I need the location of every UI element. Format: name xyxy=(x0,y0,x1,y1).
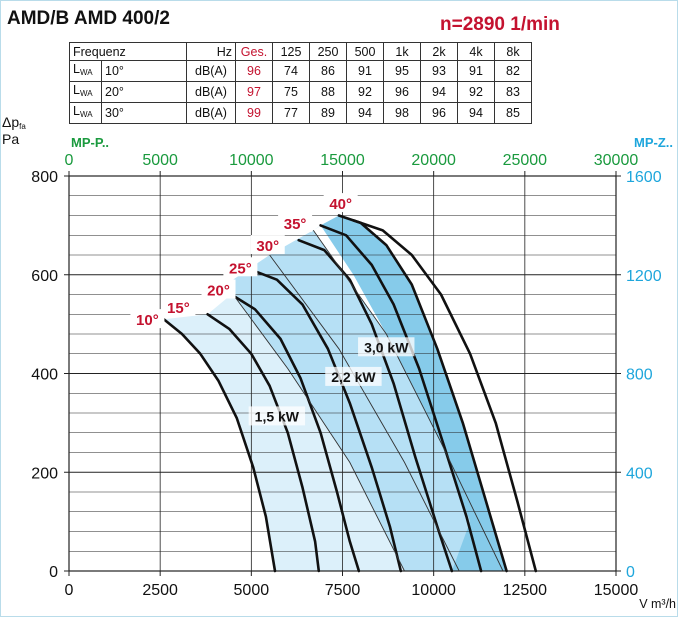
x-tick-label: 12500 xyxy=(503,582,548,599)
y-axis-label: Δpfa xyxy=(2,114,26,131)
x-tick-label: 10000 xyxy=(411,582,456,599)
y-tick-label: 600 xyxy=(31,268,58,285)
angle-label-bg xyxy=(130,309,165,329)
row-value: 91 xyxy=(457,60,495,82)
curve-outer xyxy=(352,219,538,573)
speed-label: n=2890 1/min xyxy=(440,14,560,35)
row-total: 99 xyxy=(235,102,273,124)
angle-label: 30° xyxy=(256,238,279,255)
top-tick-label: 10000 xyxy=(229,152,274,169)
x-tick-label: 2500 xyxy=(142,582,178,599)
row-value: 83 xyxy=(494,81,532,103)
noise-table-header: Frequenz Hz Ges. 125 250 500 1k 2k 4k 8k xyxy=(69,42,532,61)
y-tick-label: 400 xyxy=(31,367,58,384)
y-tick-label: 200 xyxy=(31,465,58,482)
noise-row-30: LWA 30° dB(A) 99 77 89 94 98 96 94 85 xyxy=(69,102,532,124)
row-value: 74 xyxy=(272,60,310,82)
right-axis-label: MP-Z.. xyxy=(634,135,673,150)
x-axis-label: V m³/h xyxy=(639,597,676,611)
angle-label-bg xyxy=(223,257,258,277)
angle-label: 10° xyxy=(136,312,159,329)
power-label-bg xyxy=(248,406,306,426)
top-tick-label: 20000 xyxy=(411,152,456,169)
row-angle: 30° xyxy=(101,102,187,124)
top-tick-label: 30000 xyxy=(594,152,639,169)
top-tick-label: 5000 xyxy=(142,152,178,169)
y-tick-label: 0 xyxy=(49,564,58,581)
top-tick-label: 25000 xyxy=(503,152,548,169)
power-line xyxy=(225,284,405,572)
row-value: 85 xyxy=(494,102,532,124)
right-tick-label: 800 xyxy=(626,367,653,384)
curve-35° xyxy=(319,224,483,573)
curve-10° xyxy=(162,317,277,573)
x-tick-label: 7500 xyxy=(325,582,361,599)
power-line xyxy=(312,230,504,572)
x-tick-label: 5000 xyxy=(234,582,270,599)
top-tick-label: 0 xyxy=(65,152,74,169)
angle-label-bg xyxy=(250,235,285,255)
noise-table: Frequenz Hz Ges. 125 250 500 1k 2k 4k 8k… xyxy=(69,42,532,124)
power-label-bg xyxy=(325,366,382,386)
right-tick-label: 1600 xyxy=(626,169,662,186)
angle-label-bg xyxy=(278,212,313,232)
x-tick-label: 15000 xyxy=(594,582,639,599)
row-value: 77 xyxy=(272,102,310,124)
row-value: 89 xyxy=(309,102,347,124)
right-tick-label: 0 xyxy=(626,564,635,581)
angle-label: 20° xyxy=(207,283,230,300)
page-title: AMD/B AMD 400/2 xyxy=(7,8,170,29)
angle-label-bg xyxy=(201,279,236,299)
col-250: 250 xyxy=(309,42,347,61)
curve-40° xyxy=(337,214,508,573)
right-tick-label: 400 xyxy=(626,465,653,482)
power-label: 2,2 kW xyxy=(331,369,376,385)
y-axis-unit: Pa xyxy=(2,131,20,147)
y-tick-label: 800 xyxy=(31,169,58,186)
power-label: 1,5 kW xyxy=(255,408,300,424)
angle-label-bg xyxy=(323,193,358,213)
row-angle: 10° xyxy=(101,60,187,82)
x-tick-label: 0 xyxy=(65,582,74,599)
right-tick-label: 1200 xyxy=(626,268,662,285)
power-label: 3,0 kW xyxy=(364,339,409,355)
angle-label: 35° xyxy=(284,216,307,233)
col-125: 125 xyxy=(272,42,310,61)
angle-label: 15° xyxy=(167,300,190,317)
angle-label: 40° xyxy=(329,196,352,213)
row-value: 94 xyxy=(457,102,495,124)
row-value: 94 xyxy=(346,102,384,124)
power-line xyxy=(269,254,460,572)
row-value: 96 xyxy=(420,102,458,124)
angle-label: 25° xyxy=(229,260,252,277)
top-axis-label: MP-P.. xyxy=(71,135,109,150)
power-label-bg xyxy=(358,337,415,357)
curve-20° xyxy=(230,293,361,573)
top-tick-label: 15000 xyxy=(320,152,365,169)
angle-label-bg xyxy=(161,296,196,316)
